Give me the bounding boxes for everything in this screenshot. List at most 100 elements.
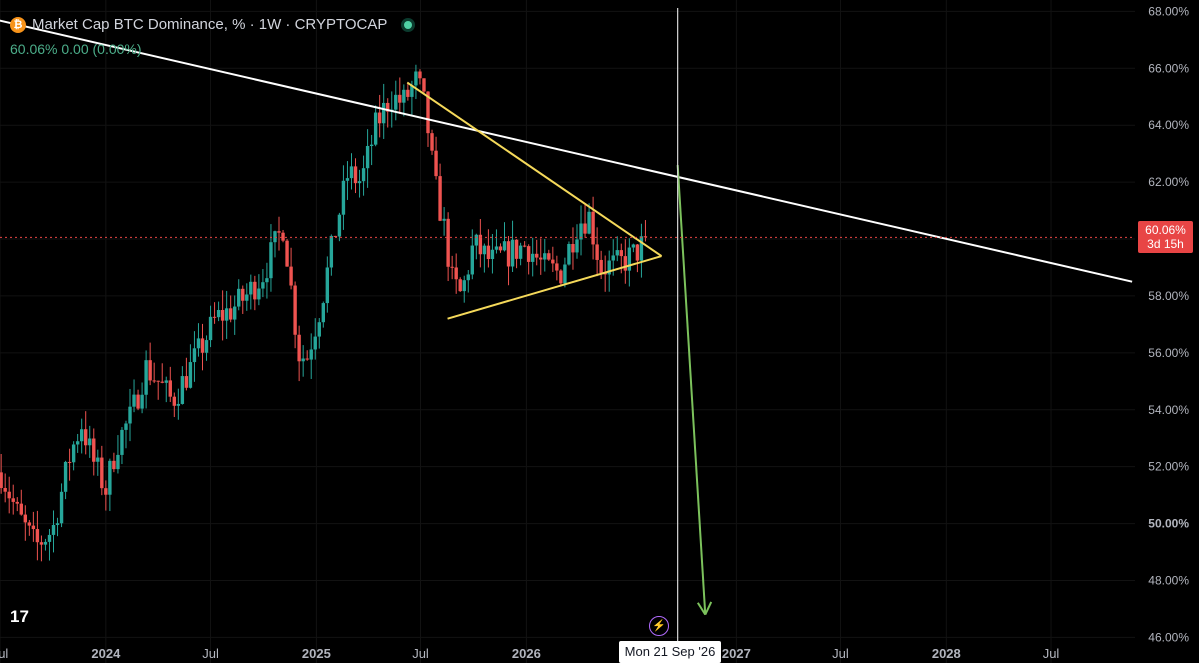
candle <box>486 229 491 268</box>
candle-body <box>124 423 128 430</box>
candle-body <box>47 534 52 542</box>
candle-body <box>317 322 321 337</box>
candle <box>438 163 442 222</box>
candle <box>156 380 160 400</box>
candle-body <box>635 244 640 261</box>
candle <box>47 529 52 561</box>
y-axis: 46.00% 48.00% 50.00% 52.00% 54.00% 56.00% 58.0… <box>1148 4 1189 644</box>
x-tick-label: Jul <box>832 646 849 661</box>
candle-body <box>434 150 438 177</box>
candle <box>140 382 144 414</box>
candle <box>377 94 382 138</box>
candle <box>587 203 591 235</box>
candle-body <box>510 239 515 267</box>
candle <box>233 295 237 335</box>
candle <box>337 212 342 242</box>
y-tick-label: 56.00% <box>1148 346 1189 360</box>
candle-body <box>563 264 567 284</box>
quote-line: 60.06% 0.00 (0.00%) <box>10 41 142 57</box>
candle-body <box>571 244 575 253</box>
candle-body <box>19 503 23 515</box>
market-status-icon[interactable] <box>401 17 416 32</box>
candle-body <box>607 260 611 275</box>
candle-body <box>398 94 402 103</box>
candle-body <box>490 249 495 260</box>
candle-body <box>309 349 313 360</box>
candle-body <box>373 112 378 145</box>
candle <box>458 277 462 293</box>
candle <box>88 425 92 458</box>
candle-body <box>224 308 229 321</box>
candle-body <box>43 541 48 545</box>
candle-body <box>269 242 273 279</box>
candle <box>11 484 15 515</box>
candle-body <box>301 358 305 362</box>
candle-body <box>116 454 120 470</box>
candle <box>39 535 44 562</box>
candle <box>285 238 289 267</box>
candle-body <box>176 403 181 406</box>
candle-body <box>502 241 507 251</box>
candle-body <box>293 285 297 335</box>
candle-body <box>11 498 15 502</box>
candle <box>502 222 507 252</box>
candle <box>289 247 293 290</box>
x-tick-label: Jul <box>202 646 219 661</box>
candle-body <box>599 259 603 274</box>
candle-body <box>273 231 277 243</box>
candle-body <box>551 259 555 264</box>
x-tick-label: 2024 <box>91 646 121 661</box>
candle-body <box>418 71 422 79</box>
candle <box>506 235 511 286</box>
candle-body <box>414 71 418 86</box>
candle-body <box>639 236 644 261</box>
candle <box>112 452 116 473</box>
projection-arrow-head <box>704 601 713 616</box>
tradingview-logo[interactable]: 17 <box>10 607 29 626</box>
candle-body <box>478 234 483 255</box>
candle-body <box>514 239 519 259</box>
candle <box>224 290 229 339</box>
candle-body <box>92 438 96 462</box>
candle-body <box>208 316 213 341</box>
candle <box>603 255 607 292</box>
candle <box>466 270 470 293</box>
candle-body <box>345 178 350 181</box>
candle <box>15 497 19 512</box>
candle <box>63 460 68 500</box>
crosshair-date-label: Mon 21 Sep '26 <box>619 641 721 663</box>
candle-body <box>482 245 487 255</box>
candle-body <box>23 514 28 523</box>
candle <box>317 318 321 349</box>
candle-body <box>204 340 209 353</box>
candle <box>357 169 362 198</box>
candle-body <box>438 176 442 221</box>
candle <box>522 241 527 248</box>
candle <box>510 220 515 273</box>
candle <box>414 64 418 100</box>
candle-body <box>631 244 636 248</box>
candle-body <box>402 89 406 103</box>
candle-body <box>148 360 152 381</box>
candle-body <box>611 255 615 261</box>
candle-body <box>615 250 619 256</box>
candle <box>301 345 305 377</box>
drawings <box>0 8 1135 663</box>
candle-body <box>297 334 301 362</box>
candle <box>100 445 104 496</box>
candle-body <box>100 457 104 489</box>
candle-body <box>289 266 293 286</box>
candle-body <box>454 267 458 280</box>
candle-body <box>474 234 479 246</box>
candle-body <box>539 257 543 260</box>
flash-icon[interactable]: ⚡ <box>649 616 669 636</box>
candle <box>277 216 281 251</box>
candle <box>19 489 23 516</box>
candle <box>136 389 140 411</box>
candle <box>382 83 386 139</box>
x-tick-label: 2027 <box>722 646 751 661</box>
candle-body <box>136 394 140 409</box>
candle-body <box>583 223 587 234</box>
candle-body <box>357 181 362 184</box>
